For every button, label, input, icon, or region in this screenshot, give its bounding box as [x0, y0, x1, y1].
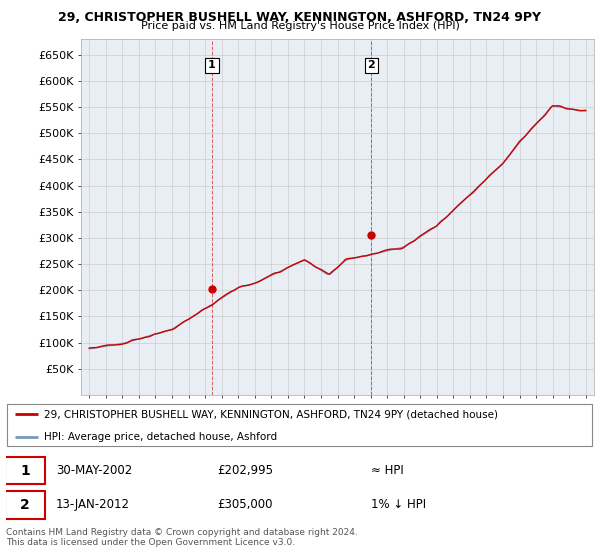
Text: Price paid vs. HM Land Registry's House Price Index (HPI): Price paid vs. HM Land Registry's House …: [140, 21, 460, 31]
Text: 2: 2: [367, 60, 375, 71]
FancyBboxPatch shape: [5, 457, 45, 484]
Text: £305,000: £305,000: [218, 498, 273, 511]
FancyBboxPatch shape: [5, 491, 45, 519]
Text: 29, CHRISTOPHER BUSHELL WAY, KENNINGTON, ASHFORD, TN24 9PY (detached house): 29, CHRISTOPHER BUSHELL WAY, KENNINGTON,…: [44, 409, 498, 419]
Text: HPI: Average price, detached house, Ashford: HPI: Average price, detached house, Ashf…: [44, 432, 277, 441]
Text: Contains HM Land Registry data © Crown copyright and database right 2024.
This d: Contains HM Land Registry data © Crown c…: [6, 528, 358, 547]
Text: 1: 1: [208, 60, 216, 71]
Text: 1: 1: [20, 464, 29, 478]
Text: 1% ↓ HPI: 1% ↓ HPI: [371, 498, 425, 511]
FancyBboxPatch shape: [7, 404, 592, 446]
Text: £202,995: £202,995: [218, 464, 274, 477]
Text: 30-MAY-2002: 30-MAY-2002: [56, 464, 132, 477]
Text: 29, CHRISTOPHER BUSHELL WAY, KENNINGTON, ASHFORD, TN24 9PY: 29, CHRISTOPHER BUSHELL WAY, KENNINGTON,…: [59, 11, 542, 24]
Text: 13-JAN-2012: 13-JAN-2012: [56, 498, 130, 511]
Text: 2: 2: [20, 498, 29, 512]
Text: ≈ HPI: ≈ HPI: [371, 464, 403, 477]
